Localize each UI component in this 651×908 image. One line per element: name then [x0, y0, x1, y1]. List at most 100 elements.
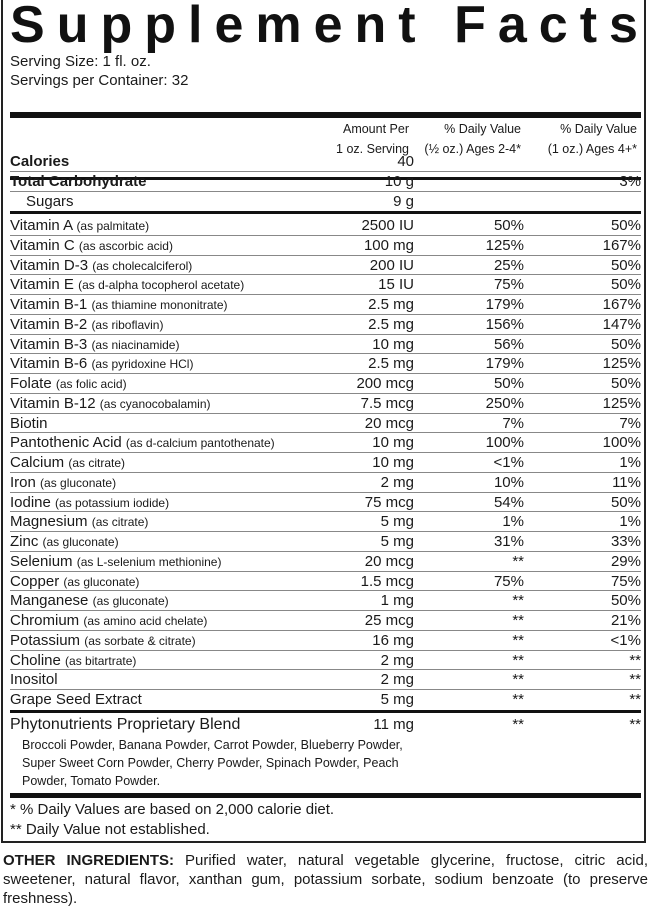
divider — [10, 235, 641, 236]
title-letter: n — [354, 0, 387, 54]
daily-value-adult: 33% — [610, 533, 641, 550]
amount-per-serving: 100 mg — [363, 236, 414, 254]
divider — [10, 211, 641, 214]
daily-value-adult: 3% — [619, 173, 641, 190]
nutrient-name: Choline (as bitartrate) — [10, 651, 136, 671]
amount-per-serving: 5 mg — [380, 533, 414, 550]
amount-per-serving: 10 g — [384, 173, 414, 190]
nutrient-label: Phytonutrients Proprietary Blend — [10, 716, 241, 733]
daily-value-adult: 125% — [602, 394, 641, 412]
daily-value-child: 50% — [493, 375, 524, 392]
nutrient-name: Inositol — [10, 670, 58, 690]
daily-value-adult: 21% — [610, 612, 641, 629]
title-letter: e — [214, 0, 244, 54]
daily-value-child: ** — [512, 552, 524, 570]
nutrient-row: Calcium (as citrate) 10 mg <1% 1% — [10, 453, 641, 473]
footnote-not-established: ** Daily Value not established. — [10, 821, 210, 838]
nutrient-label: Vitamin A — [10, 217, 73, 234]
divider — [10, 112, 641, 118]
daily-value-adult: 50% — [610, 493, 641, 511]
amount-per-serving: 15 IU — [378, 276, 414, 294]
nutrient-row: Inositol 2 mg ** ** — [10, 670, 641, 690]
nutrient-source: (as ascorbic acid) — [78, 238, 173, 253]
divider — [10, 432, 641, 433]
nutrient-label: Vitamin D-3 — [10, 256, 89, 274]
daily-value-adult: 7% — [619, 414, 641, 432]
nutrient-name: Chromium (as amino acid chelate) — [10, 611, 207, 631]
nutrient-row: Potassium (as sorbate & citrate) 16 mg ** <… — [10, 631, 641, 651]
nutrient-label: Vitamin C — [10, 236, 75, 254]
daily-value-child: 7% — [502, 414, 524, 432]
nutrient-label: Vitamin B-6 — [10, 355, 88, 373]
nutrient-label: Copper — [10, 572, 60, 590]
nutrient-label: Iodine — [10, 493, 51, 511]
daily-value-child: ** — [512, 671, 524, 689]
nutrient-name: Biotin — [10, 414, 48, 434]
nutrient-source: (as citrate) — [91, 515, 149, 530]
divider — [10, 531, 641, 532]
title-letter: m — [255, 0, 302, 54]
daily-value-adult: ** — [629, 671, 641, 689]
supplement-facts-panel — [1, 0, 646, 843]
daily-value-adult: 167% — [602, 236, 641, 254]
title-letter: a — [497, 0, 527, 54]
nutrient-source: (as L-selenium methionine) — [76, 554, 222, 569]
nutrient-label: Magnesium — [10, 513, 88, 531]
daily-value-child: 1% — [502, 513, 524, 531]
divider — [10, 353, 641, 354]
daily-value-adult: 125% — [602, 355, 641, 373]
nutrient-source: (as potassium iodide) — [55, 495, 170, 510]
nutrient-label: Vitamin E — [10, 276, 74, 294]
nutrient-row: Calories 40 — [10, 152, 641, 172]
nutrient-label: Iron — [10, 473, 36, 491]
amount-per-serving: 2.5 mg — [368, 355, 414, 373]
nutrient-row: Pantothenic Acid (as d-calcium pantothen… — [10, 433, 641, 453]
amount-per-serving: 2.5 mg — [368, 315, 414, 333]
title-letter: t — [398, 0, 416, 54]
blend-ingredients: Broccoli Powder, Banana Powder, Carrot P… — [22, 738, 403, 788]
title-letter: e — [313, 0, 343, 54]
amount-per-serving: 10 mg — [372, 335, 414, 353]
amount-per-serving: 16 mg — [372, 631, 414, 649]
nutrient-row: Iron (as gluconate) 2 mg 10% 11% — [10, 473, 641, 493]
amount-per-serving: 20 mcg — [364, 552, 414, 570]
divider — [10, 689, 641, 690]
nutrient-row: Vitamin B-2 (as riboflavin) 2.5 mg 156% 147… — [10, 315, 641, 335]
nutrient-source: (as riboflavin) — [91, 317, 164, 332]
nutrient-label: Folate — [10, 375, 52, 392]
nutrient-row: Magnesium (as citrate) 5 mg 1% 1% — [10, 512, 641, 532]
nutrient-row: Vitamin C (as ascorbic acid) 100 mg 125% 16… — [10, 236, 641, 256]
nutrient-name: Calcium (as citrate) — [10, 453, 125, 473]
nutrient-row: Copper (as gluconate) 1.5 mcg 75% 75% — [10, 572, 641, 592]
nutrient-name: Magnesium (as citrate) — [10, 512, 148, 532]
nutrient-name: Zinc (as gluconate) — [10, 532, 119, 552]
divider — [10, 630, 641, 631]
title-letter: u — [56, 0, 89, 54]
divider — [10, 571, 641, 572]
divider — [10, 334, 641, 335]
nutrient-row: Choline (as bitartrate) 2 mg ** ** — [10, 651, 641, 671]
nutrient-label: Total Carbohydrate — [10, 173, 147, 190]
daily-value-child: ** — [512, 716, 524, 733]
daily-value-adult: 1% — [619, 513, 641, 531]
nutrient-name: Iron (as gluconate) — [10, 473, 116, 493]
nutrient-label: Calcium — [10, 454, 65, 471]
divider — [10, 452, 641, 453]
amount-per-serving: 10 mg — [372, 454, 414, 471]
divider — [10, 255, 641, 256]
nutrient-source: (as sorbate & citrate) — [84, 633, 196, 648]
nutrient-label: Vitamin B-1 — [10, 296, 88, 313]
nutrient-name: Pantothenic Acid (as d-calcium pantothen… — [10, 433, 275, 453]
amount-per-serving: 2 mg — [380, 651, 414, 669]
daily-value-adult: 100% — [602, 434, 641, 452]
other-ingredients-label: OTHER INGREDIENTS: — [3, 852, 174, 869]
amount-per-serving: 7.5 mcg — [360, 394, 414, 412]
nutrient-name: Vitamin B-12 (as cyanocobalamin) — [10, 394, 211, 414]
nutrient-source: (as d-calcium pantothenate) — [125, 436, 275, 451]
nutrient-row: Vitamin B-6 (as pyridoxine HCl) 2.5 mg 179… — [10, 354, 641, 374]
title-letter: S — [10, 0, 45, 54]
daily-value-adult: 11% — [612, 473, 641, 491]
nutrient-name: Vitamin B-2 (as riboflavin) — [10, 315, 163, 335]
nutrient-name: Phytonutrients Proprietary Blend — [10, 715, 240, 735]
header-amount: Amount Per 1 oz. Serving — [336, 122, 409, 156]
